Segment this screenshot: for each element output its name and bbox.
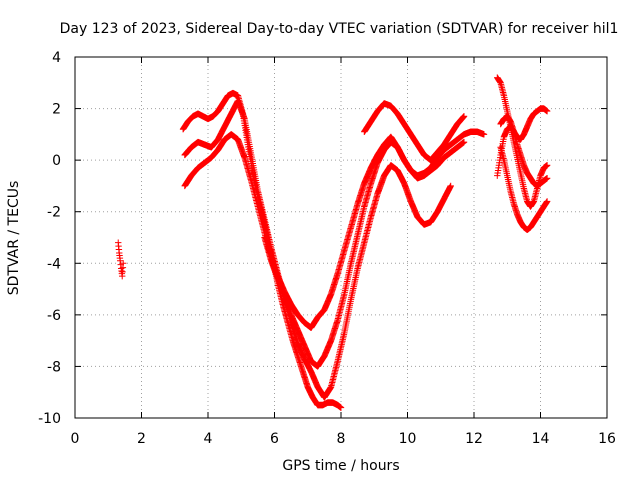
- data-point: [447, 182, 454, 190]
- y-tick-label: -6: [47, 308, 61, 324]
- x-tick-label: 12: [465, 431, 483, 447]
- series-arc-early: [115, 239, 127, 280]
- y-tick-label: -8: [47, 359, 61, 375]
- data-point: [120, 260, 127, 267]
- x-tick-label: 0: [71, 431, 80, 447]
- x-tick-label: 10: [399, 431, 417, 447]
- x-axis-label: GPS time / hours: [282, 458, 399, 474]
- ticks: 0 2 4 6 8 10 12 14 16 -10 -8 -6 -4 -2 0 2 4: [38, 50, 616, 447]
- x-tick-label: 4: [204, 431, 213, 447]
- x-tick-label: 14: [532, 431, 550, 447]
- y-tick-label: -2: [47, 205, 61, 221]
- x-tick-label: 2: [137, 431, 146, 447]
- y-tick-label: -4: [47, 256, 61, 272]
- data-points: [115, 74, 551, 411]
- y-tick-label: 0: [52, 153, 61, 169]
- x-tick-label: 6: [270, 431, 279, 447]
- y-axis-label: SDTVAR / TECUs: [6, 181, 22, 296]
- grid: [75, 57, 607, 418]
- y-tick-label: -10: [38, 411, 61, 427]
- x-tick-label: 16: [598, 431, 616, 447]
- chart-title: Day 123 of 2023, Sidereal Day-to-day VTE…: [60, 21, 619, 37]
- data-point: [337, 404, 345, 411]
- y-tick-label: 2: [52, 102, 61, 118]
- y-tick-label: 4: [52, 50, 61, 66]
- x-tick-label: 8: [337, 431, 346, 447]
